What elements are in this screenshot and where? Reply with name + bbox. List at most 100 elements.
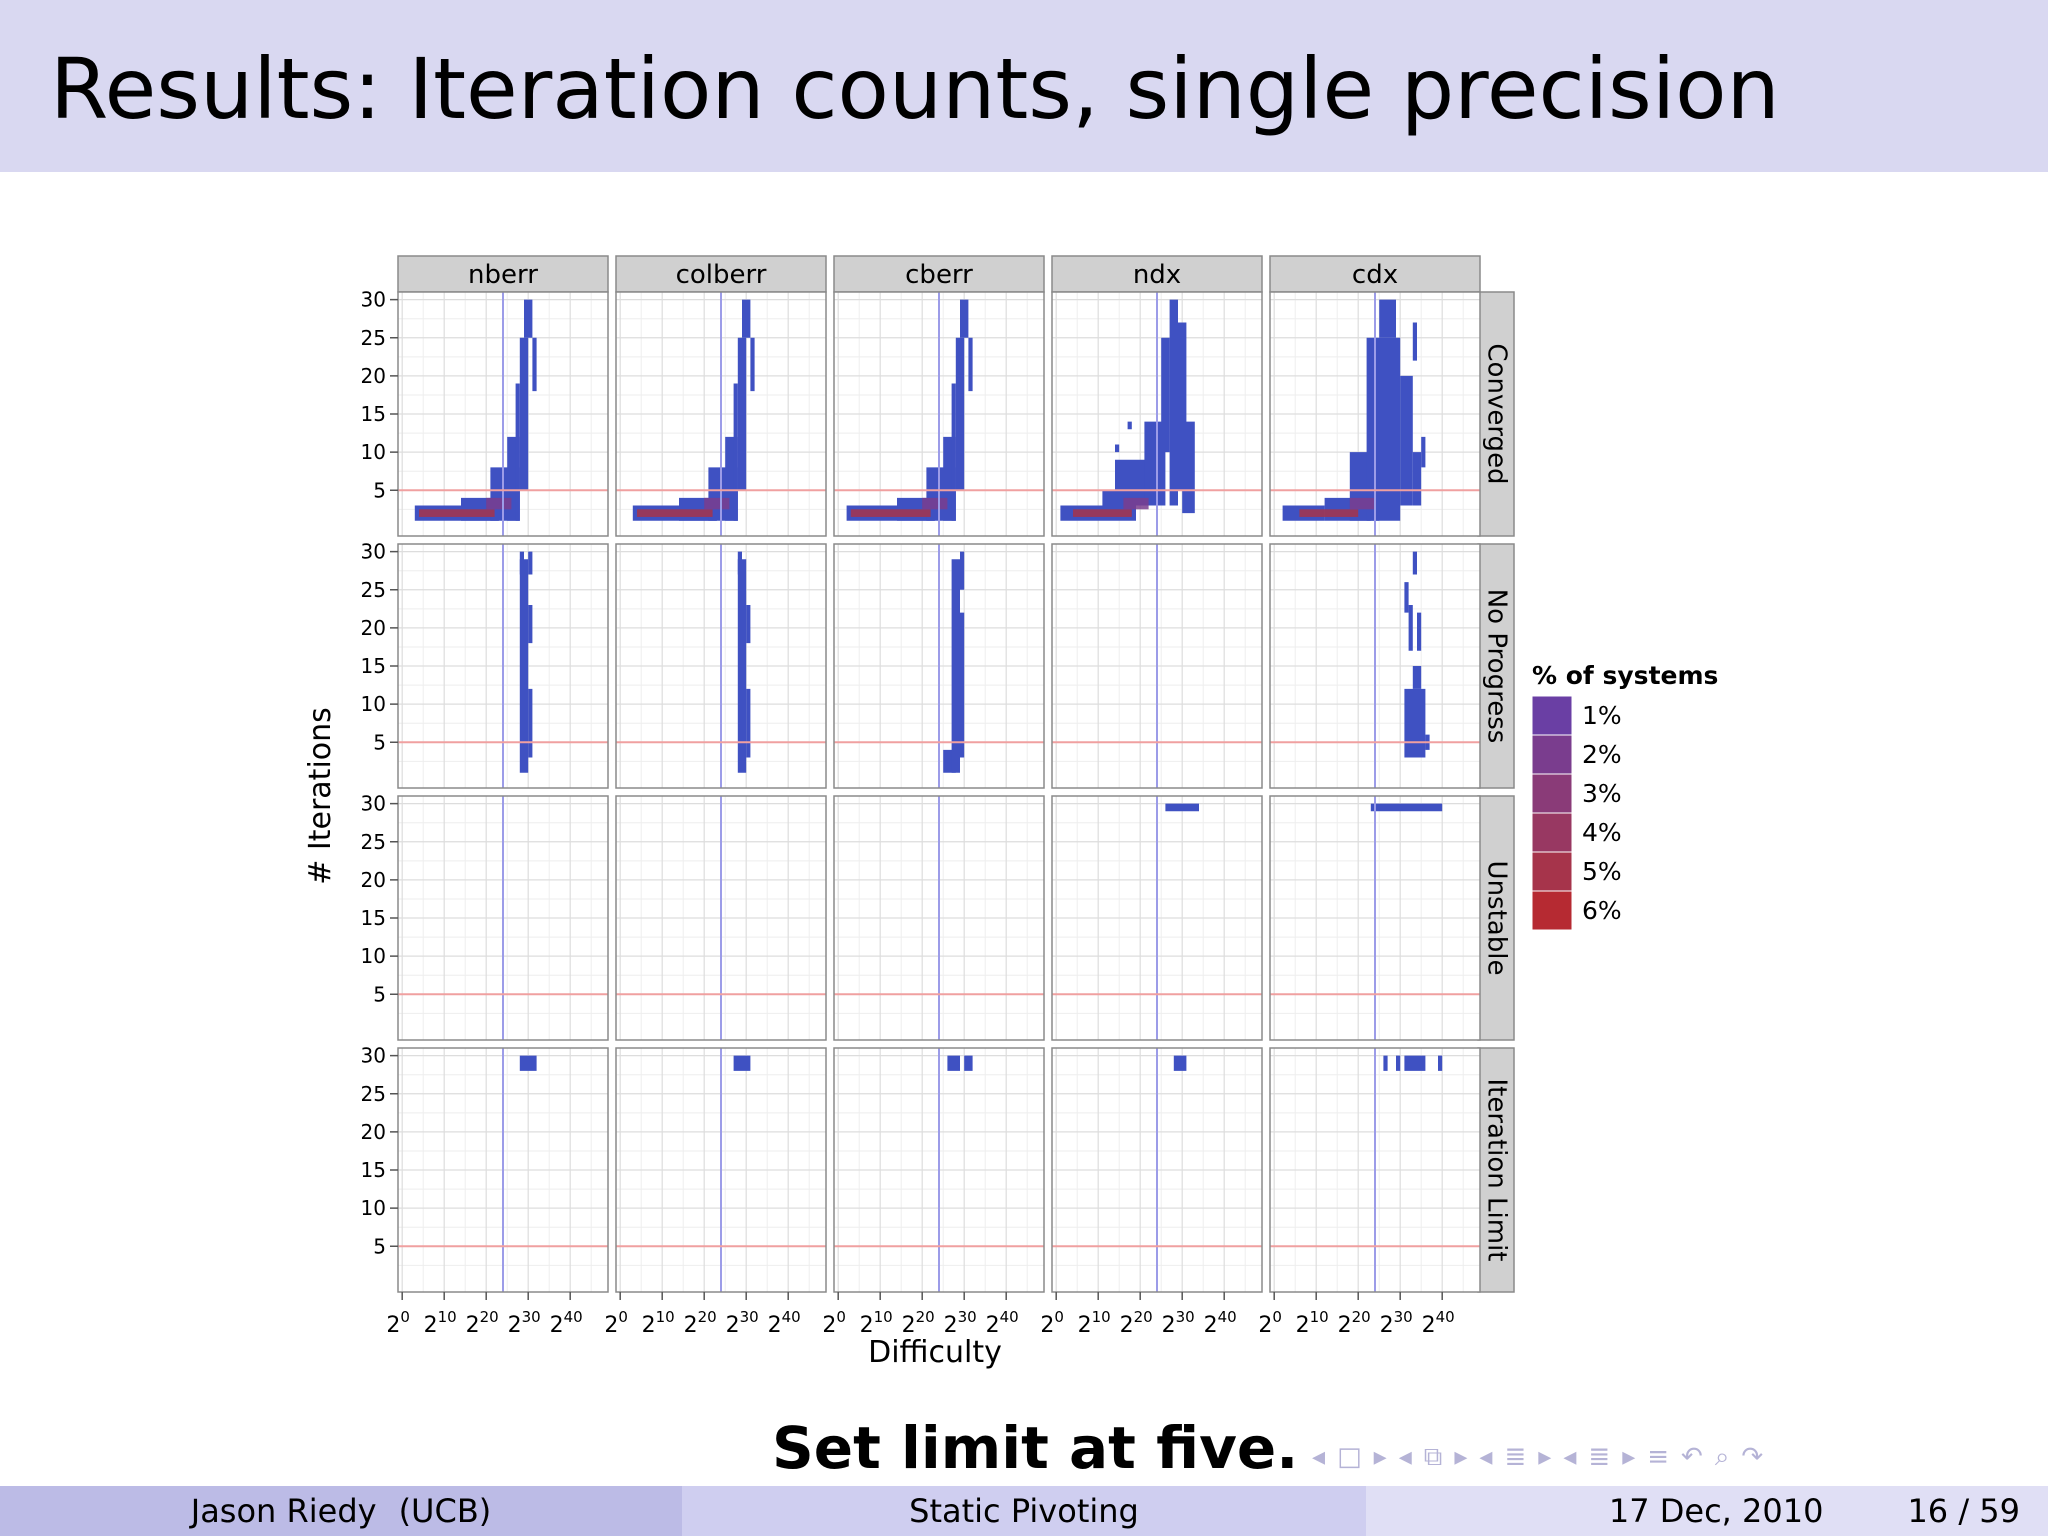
row-label-converged: Converged <box>1482 343 1512 484</box>
y-tick-label: 25 <box>361 326 386 350</box>
facet-strip-cdx <box>1269 255 1481 293</box>
footer-date: 17 Dec, 2010 <box>1608 1492 1824 1530</box>
data-cell <box>960 612 965 758</box>
y-tick-label: 20 <box>361 868 386 892</box>
data-cell <box>737 559 747 773</box>
frame-icon[interactable]: □ <box>1337 1442 1362 1472</box>
x-axis-title: Difficulty <box>868 1335 1002 1370</box>
data-cell <box>1161 337 1170 453</box>
arrow-left-icon[interactable]: ◂ <box>1563 1442 1577 1472</box>
panel-border <box>615 291 827 537</box>
x-tick-label: 230 <box>1162 1308 1195 1338</box>
data-cell <box>519 1055 537 1071</box>
callout-text: Set limit at five. <box>772 1414 1299 1482</box>
data-cell <box>947 1055 960 1071</box>
y-tick-label: 30 <box>361 288 386 312</box>
data-cell <box>733 1055 751 1071</box>
data-cell <box>1127 421 1132 430</box>
data-cell <box>1417 612 1422 651</box>
x-tick-label: 210 <box>860 1308 893 1338</box>
x-tick-label: 210 <box>424 1308 457 1338</box>
x-tick-label: 240 <box>986 1308 1019 1338</box>
faceted-heatmap-chart: nberr colberr cberr ndx cdx Converged No Progr… <box>303 255 1718 1370</box>
facet-label-nberr: nberr <box>468 260 538 290</box>
y-tick-label: 15 <box>361 1158 386 1182</box>
data-cell <box>955 337 965 491</box>
arrow-right-icon[interactable]: ▸ <box>1538 1442 1552 1472</box>
data-cell <box>1412 666 1422 689</box>
panel-border <box>833 795 1045 1041</box>
section-icon[interactable]: ≣ <box>1504 1442 1527 1472</box>
arrow-left-icon[interactable]: ◂ <box>1398 1442 1412 1472</box>
facet-label-ndx: ndx <box>1133 260 1181 290</box>
data-cell-dense <box>419 509 495 517</box>
y-tick-label: 5 <box>373 1234 386 1258</box>
data-cell <box>746 605 751 644</box>
data-cell <box>1400 375 1413 506</box>
beamer-navigation: ◂ □ ▸ ◂ ⧉ ▸ ◂ ≣ ▸ ◂ ≣ ▸ ≡ ↶ ⌕ ↷ <box>1312 1441 1764 1473</box>
data-cell-dense <box>922 497 948 510</box>
data-cell <box>1178 322 1187 491</box>
x-tick-label: 230 <box>1380 1308 1413 1338</box>
x-tick-label: 230 <box>508 1308 541 1338</box>
facet-label-cberr: cberr <box>905 260 973 290</box>
outline-icon[interactable]: ≣ <box>1588 1442 1611 1472</box>
y-tick-label: 20 <box>361 364 386 388</box>
data-cell <box>532 337 537 392</box>
title-bar: Results: Iteration counts, single precis… <box>0 0 2048 172</box>
y-tick-label: 5 <box>373 982 386 1006</box>
y-tick-label: 10 <box>361 1196 386 1220</box>
x-tick-label: 220 <box>684 1308 717 1338</box>
row-strip-unstable <box>1477 795 1515 1041</box>
redo-icon[interactable]: ↷ <box>1741 1442 1764 1472</box>
x-tick-label: 240 <box>1204 1308 1237 1338</box>
data-cell <box>964 1055 973 1071</box>
data-cell <box>1366 337 1401 521</box>
arrow-right-icon[interactable]: ▸ <box>1454 1442 1468 1472</box>
data-cell <box>951 559 960 773</box>
footer-author: Jason Riedy <box>190 1492 377 1530</box>
legend-swatch <box>1531 773 1573 814</box>
arrow-right-icon[interactable]: ▸ <box>1622 1442 1636 1472</box>
align-icon[interactable]: ≡ <box>1647 1442 1670 1472</box>
data-cell-dense <box>1299 509 1359 517</box>
legend-swatch <box>1531 695 1573 736</box>
y-tick-label: 20 <box>361 1120 386 1144</box>
y-tick-label: 5 <box>373 478 386 502</box>
data-cell <box>960 299 969 338</box>
data-cell <box>1404 1055 1426 1071</box>
panel-border <box>615 1047 827 1293</box>
facet-label-cdx: cdx <box>1352 260 1398 290</box>
footer-talk-title: Static Pivoting <box>909 1492 1139 1530</box>
y-tick-label: 25 <box>361 830 386 854</box>
data-cell <box>1404 688 1426 758</box>
x-tick-label: 220 <box>1338 1308 1371 1338</box>
data-cell <box>1144 421 1166 506</box>
data-cell <box>524 299 533 338</box>
data-cell <box>1421 436 1426 468</box>
y-axis-title: # Iterations <box>303 707 338 885</box>
legend-title: % of systems <box>1532 661 1718 690</box>
y-tick-label: 10 <box>361 944 386 968</box>
x-tick-label: 220 <box>1120 1308 1153 1338</box>
subsection-icon[interactable]: ⧉ <box>1423 1441 1443 1472</box>
row-label-no-progress: No Progress <box>1482 589 1512 744</box>
data-cell <box>737 337 747 491</box>
legend-label: 3% <box>1582 779 1622 808</box>
row-strip-no-progress <box>1477 543 1515 789</box>
undo-icon[interactable]: ↶ <box>1681 1442 1703 1472</box>
data-cell <box>746 688 751 758</box>
data-cell-dense <box>486 497 512 510</box>
legend-swatch <box>1531 851 1573 892</box>
x-tick-label: 20 <box>822 1308 846 1338</box>
arrow-right-icon[interactable]: ▸ <box>1373 1442 1387 1472</box>
x-tick-label: 210 <box>642 1308 675 1338</box>
search-icon[interactable]: ⌕ <box>1714 1441 1730 1472</box>
panel-border <box>1051 543 1263 789</box>
arrow-left-icon[interactable]: ◂ <box>1312 1442 1326 1472</box>
arrow-left-icon[interactable]: ◂ <box>1479 1442 1493 1472</box>
data-cell <box>1396 1055 1401 1071</box>
x-tick-label: 230 <box>726 1308 759 1338</box>
data-cell <box>960 551 965 590</box>
x-tick-label: 220 <box>466 1308 499 1338</box>
